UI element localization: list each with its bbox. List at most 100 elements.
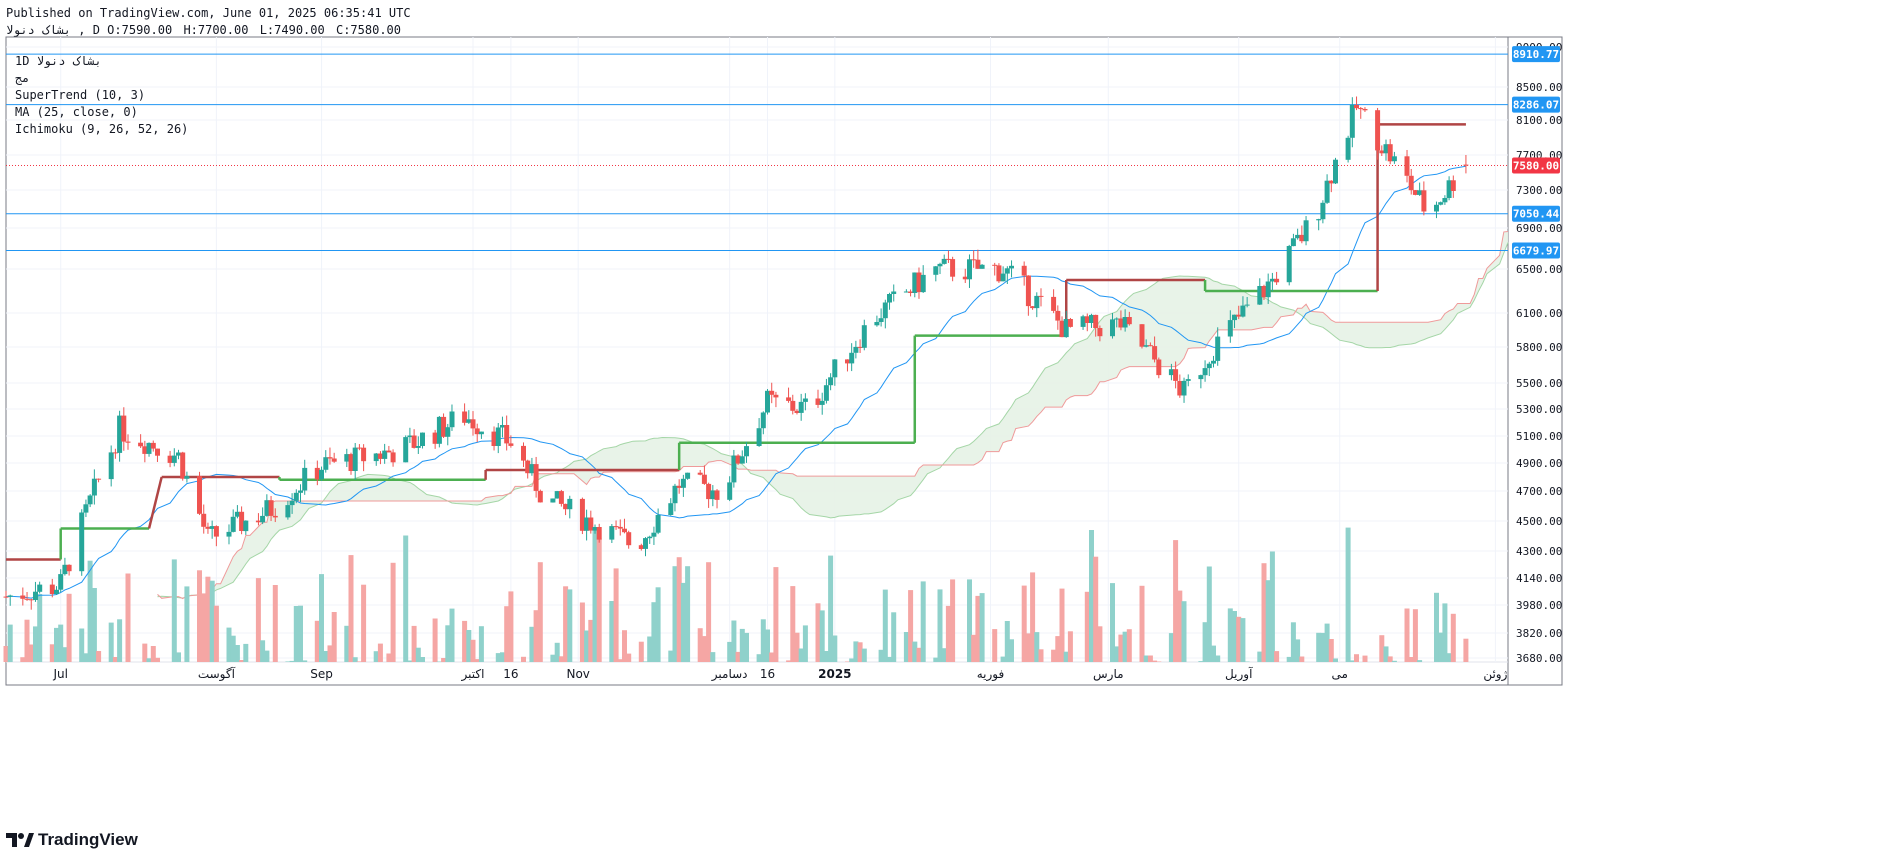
legend-supertrend[interactable]: SuperTrend (10, 3) (15, 88, 146, 102)
volume-bar (1286, 656, 1292, 662)
volume-bar (1110, 583, 1115, 662)
candle-body (495, 427, 501, 446)
x-tick-label: دسامبر (711, 667, 748, 682)
volume-bar (356, 661, 362, 662)
x-tick-label: 2025 (818, 667, 851, 681)
candle-body (167, 455, 173, 463)
candle-body (651, 532, 657, 537)
volume-bar (28, 644, 34, 662)
candle-body (260, 515, 266, 523)
volume-bar (1257, 651, 1263, 662)
volume-bar (1114, 646, 1120, 662)
volume-bar (685, 566, 691, 662)
volume-bar (622, 630, 627, 662)
candle-body (744, 446, 749, 457)
candle-body (680, 478, 686, 488)
volume-bar (765, 629, 770, 662)
candle-body (1089, 314, 1094, 323)
volume-bar (226, 627, 232, 662)
legend-extra: مج (15, 71, 30, 85)
volume-bar (584, 630, 590, 662)
candle-body (596, 527, 602, 540)
volume-bar (234, 645, 240, 662)
volume-bar (1442, 603, 1448, 662)
candle-body (373, 453, 379, 462)
candle-body (1004, 268, 1010, 274)
legend-ma[interactable]: MA (25, close, 0) (15, 105, 138, 119)
candle-body (912, 272, 918, 293)
level-label: 8910.77 (1513, 48, 1559, 61)
candle-body (710, 490, 716, 500)
candle-body (117, 415, 123, 453)
candle-body (201, 513, 207, 527)
y-tick-label: 3680.00 (1516, 652, 1562, 665)
candle-body (756, 428, 762, 446)
volume-bar (1143, 655, 1149, 662)
volume-bar (760, 619, 766, 662)
candle-body (37, 584, 43, 592)
candle-body (1354, 104, 1359, 109)
volume-bar (845, 661, 850, 662)
volume-bar (697, 628, 703, 662)
volume-bar (878, 649, 884, 662)
volume-bar (386, 653, 392, 662)
volume-bar (209, 580, 215, 662)
candle-body (386, 450, 392, 453)
candle-body (676, 485, 682, 488)
candle-body (1434, 204, 1439, 212)
level-label-box (1512, 242, 1560, 259)
volume-bar (373, 651, 379, 662)
candle-body (1261, 286, 1267, 298)
candle-body (1185, 379, 1191, 381)
volume-bar (1236, 616, 1242, 662)
supertrend-segment (147, 476, 163, 529)
candle-body (432, 432, 438, 444)
volume-bar (891, 612, 897, 662)
volume-bar (79, 628, 85, 662)
candle-body (1333, 159, 1338, 184)
candle-body (264, 500, 270, 516)
candle-body (874, 322, 880, 326)
candle-body (823, 385, 829, 401)
legend-symbol[interactable]: 1D بشاک دنولا (15, 54, 102, 68)
volume-bar (49, 644, 55, 662)
volume-bar (563, 586, 569, 662)
candle-body (697, 472, 703, 475)
candle-body (1375, 110, 1381, 151)
candle-body (1232, 314, 1237, 321)
candle-body (1084, 316, 1090, 323)
candle-body (403, 437, 409, 463)
volume-bar (1345, 527, 1351, 662)
candle-body (1295, 234, 1301, 239)
volume-bar (945, 605, 951, 662)
candle-body (411, 435, 417, 448)
y-tick-label: 6900.00 (1516, 222, 1562, 235)
volume-bar (390, 562, 396, 662)
candle-body (706, 483, 712, 500)
candle-body (125, 441, 131, 443)
ohlc-open: O:7590.00 (107, 23, 173, 37)
candle-body (441, 416, 447, 437)
candle-body (1063, 319, 1069, 338)
volume-bar (142, 643, 148, 662)
candle-body (920, 274, 926, 293)
volume-bar (293, 606, 299, 662)
candle-body (672, 485, 678, 504)
candle-body (1122, 317, 1128, 328)
candle-body (962, 276, 968, 280)
volume-bar (264, 650, 270, 662)
legend-ichimoku[interactable]: Ichimoku (9, 26, 52, 26) (15, 122, 189, 136)
tradingview-logo[interactable]: TradingView (6, 830, 138, 850)
candle-body (1206, 363, 1212, 369)
candle-body (849, 352, 855, 364)
candle-body (1097, 328, 1103, 337)
volume-bar (727, 641, 733, 662)
volume-bar (1211, 645, 1216, 662)
volume-bar (823, 651, 829, 662)
candle-body (466, 419, 472, 423)
candle-body (28, 599, 34, 601)
volume-bar (1093, 556, 1099, 662)
volume-bar (933, 657, 939, 662)
candle-body (609, 526, 615, 540)
